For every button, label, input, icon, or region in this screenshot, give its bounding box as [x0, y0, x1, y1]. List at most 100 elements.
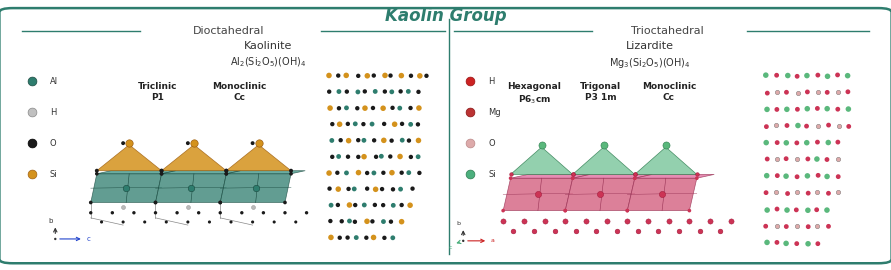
Text: Kaolin Group: Kaolin Group	[385, 7, 506, 25]
Point	[219, 172, 233, 176]
Point	[393, 106, 407, 110]
Point	[760, 174, 774, 178]
Polygon shape	[634, 147, 697, 174]
Point	[714, 229, 728, 233]
Point	[357, 89, 372, 94]
Point	[840, 73, 854, 78]
Point	[374, 154, 388, 158]
Point	[154, 172, 168, 176]
Point	[367, 73, 381, 78]
Point	[339, 89, 354, 94]
Point	[325, 155, 339, 159]
Point	[799, 141, 813, 145]
Text: Monoclinic
Cc: Monoclinic Cc	[213, 82, 267, 102]
Point	[119, 186, 134, 190]
Point	[25, 110, 39, 114]
Point	[821, 74, 835, 79]
Point	[789, 157, 804, 161]
Point	[589, 229, 603, 233]
Point	[568, 229, 583, 233]
Point	[339, 171, 354, 175]
Point	[790, 107, 805, 112]
Point	[90, 168, 104, 173]
Polygon shape	[627, 178, 697, 211]
Point	[181, 220, 195, 224]
Point	[822, 224, 836, 228]
Point	[830, 140, 845, 144]
Point	[246, 141, 260, 145]
Point	[781, 73, 795, 78]
Point	[289, 220, 303, 224]
Point	[535, 143, 549, 148]
Point	[641, 219, 655, 224]
Polygon shape	[161, 145, 226, 171]
Text: Lizardite: Lizardite	[625, 41, 674, 51]
Point	[376, 171, 390, 175]
Point	[527, 229, 542, 233]
Point	[350, 106, 364, 110]
Point	[496, 219, 511, 224]
Point	[780, 107, 794, 112]
Point	[831, 157, 846, 161]
Point	[341, 154, 356, 159]
Point	[394, 89, 408, 94]
Point	[770, 224, 784, 228]
Point	[801, 208, 815, 212]
Point	[503, 176, 518, 180]
Text: a: a	[491, 238, 495, 243]
Point	[154, 168, 168, 173]
Point	[322, 171, 336, 175]
Point	[781, 191, 795, 196]
Point	[627, 176, 642, 180]
Point	[404, 74, 418, 78]
Point	[369, 155, 383, 159]
Point	[411, 122, 425, 127]
Point	[324, 138, 339, 143]
Point	[830, 190, 845, 195]
Point	[830, 73, 845, 77]
Text: Monoclinic
Cc: Monoclinic Cc	[642, 82, 696, 102]
Point	[770, 89, 784, 94]
Point	[558, 208, 572, 213]
Point	[331, 106, 346, 110]
Polygon shape	[573, 147, 634, 174]
Point	[566, 172, 580, 177]
Point	[412, 90, 426, 94]
Point	[779, 174, 793, 178]
Point	[25, 141, 39, 145]
Point	[348, 203, 363, 207]
Point	[566, 172, 580, 177]
Point	[360, 171, 374, 175]
Point	[758, 224, 772, 228]
Point	[770, 73, 784, 77]
Point	[127, 211, 141, 215]
Point	[284, 168, 298, 173]
Point	[339, 106, 354, 110]
Point	[357, 154, 372, 159]
Point	[703, 219, 717, 224]
Point	[386, 236, 400, 240]
Point	[620, 219, 634, 224]
Polygon shape	[634, 174, 715, 178]
Point	[683, 219, 697, 224]
Point	[463, 172, 478, 176]
Point	[342, 219, 356, 223]
Point	[202, 220, 217, 224]
Polygon shape	[156, 174, 226, 202]
Point	[351, 155, 365, 159]
Point	[378, 89, 392, 94]
Text: O: O	[488, 139, 495, 148]
Point	[503, 172, 518, 177]
Point	[810, 106, 824, 111]
Point	[760, 107, 774, 112]
Point	[800, 73, 814, 78]
Point	[395, 203, 409, 207]
Point	[463, 110, 478, 114]
Point	[324, 203, 339, 207]
Point	[402, 139, 416, 143]
Point	[566, 176, 580, 180]
Text: Si: Si	[50, 170, 58, 179]
Point	[137, 220, 151, 224]
Polygon shape	[503, 178, 573, 211]
Point	[332, 235, 347, 240]
